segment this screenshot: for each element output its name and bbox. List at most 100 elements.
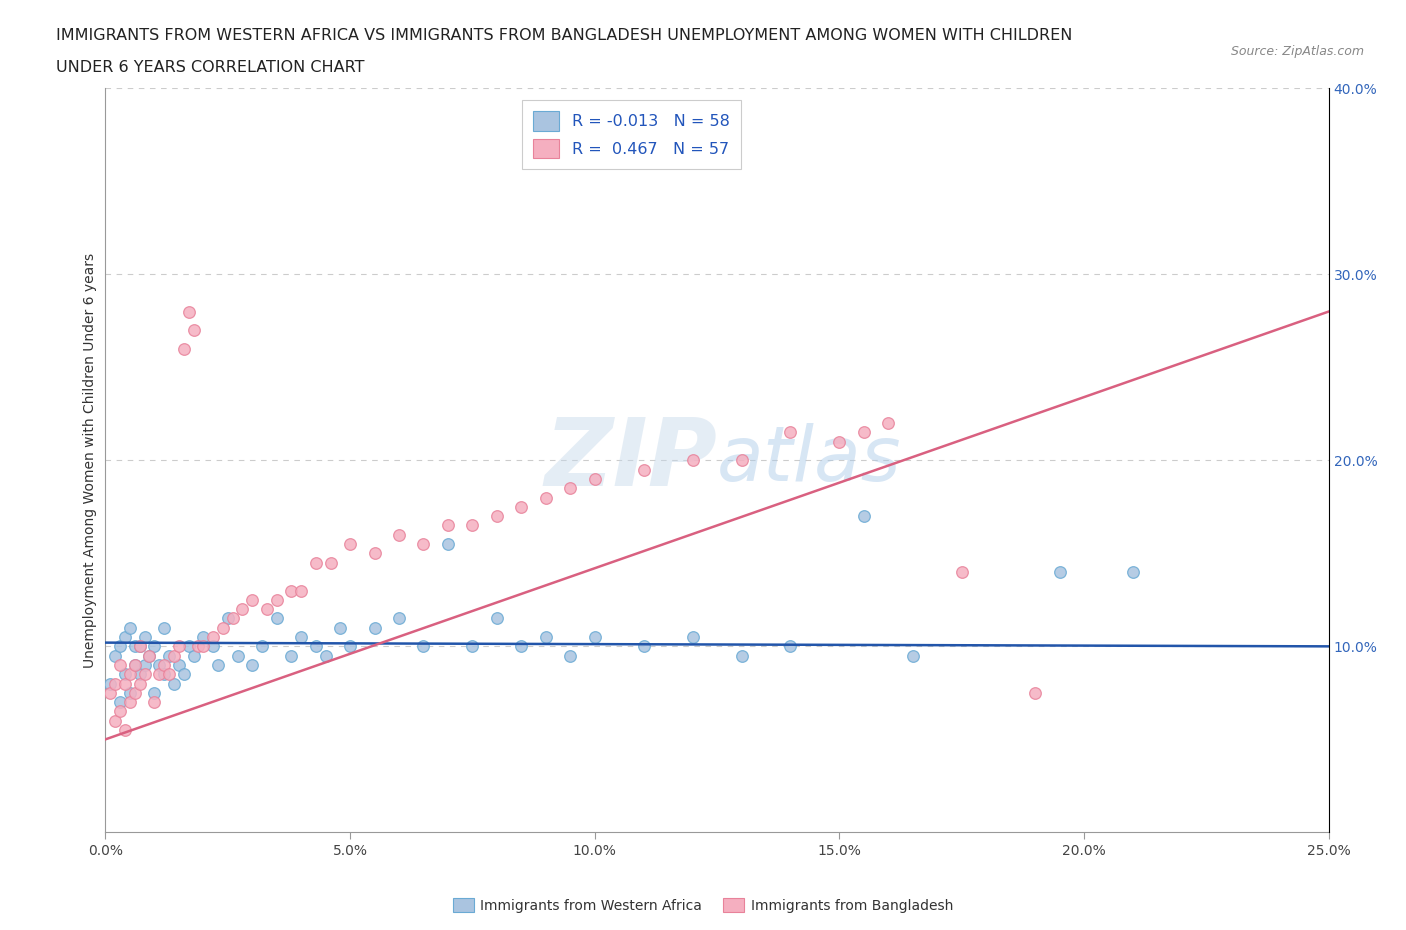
Point [163,648,186,663]
Point [583,472,606,486]
Point [485,611,508,626]
Point [730,453,752,468]
Point [315,648,337,663]
Point [290,630,312,644]
Point [212,620,235,635]
Point [173,341,195,356]
Point [114,630,136,644]
Point [134,658,156,672]
Point [280,648,302,663]
Point [290,583,312,598]
Point [114,723,136,737]
Point [560,481,582,496]
Point [437,518,460,533]
Point [388,611,411,626]
Point [108,658,131,672]
Point [187,639,209,654]
Point [177,304,200,319]
Point [118,620,141,635]
Point [329,620,352,635]
Point [104,676,127,691]
Point [388,527,411,542]
Point [108,639,131,654]
Point [852,509,875,524]
Point [256,602,278,617]
Point [173,667,195,682]
Point [128,639,150,654]
Point [217,611,239,626]
Point [730,648,752,663]
Point [124,658,146,672]
Point [231,602,253,617]
Point [1122,565,1144,579]
Point [437,537,460,551]
Point [128,667,150,682]
Point [221,611,243,626]
Point [128,676,150,691]
Y-axis label: Unemployment Among Women with Children Under 6 years: Unemployment Among Women with Children U… [83,253,97,668]
Point [510,639,533,654]
Point [339,639,361,654]
Point [240,658,263,672]
Text: ZIP: ZIP [544,415,717,506]
Point [143,639,166,654]
Point [114,667,136,682]
Point [167,658,190,672]
Point [828,434,851,449]
Point [280,583,302,598]
Point [319,555,342,570]
Point [877,416,900,431]
Point [153,620,176,635]
Point [534,630,557,644]
Point [193,630,215,644]
Point [153,667,176,682]
Point [138,648,160,663]
Point [134,630,156,644]
Point [339,537,361,551]
Point [104,713,127,728]
Point [193,639,215,654]
Text: IMMIGRANTS FROM WESTERN AFRICA VS IMMIGRANTS FROM BANGLADESH UNEMPLOYMENT AMONG : IMMIGRANTS FROM WESTERN AFRICA VS IMMIGR… [56,28,1073,43]
Point [363,546,385,561]
Point [363,620,385,635]
Point [852,425,875,440]
Point [412,537,434,551]
Point [157,667,180,682]
Point [183,648,205,663]
Point [128,639,150,654]
Point [534,490,557,505]
Legend: R = -0.013   N = 58, R =  0.467   N = 57: R = -0.013 N = 58, R = 0.467 N = 57 [522,100,741,169]
Point [108,695,131,710]
Point [240,592,263,607]
Point [124,639,146,654]
Point [1024,685,1046,700]
Point [143,695,166,710]
Point [510,499,533,514]
Point [157,648,180,663]
Point [1049,565,1071,579]
Legend: Immigrants from Western Africa, Immigrants from Bangladesh: Immigrants from Western Africa, Immigran… [447,893,959,919]
Point [461,639,484,654]
Point [98,676,121,691]
Point [104,648,127,663]
Point [250,639,273,654]
Text: Source: ZipAtlas.com: Source: ZipAtlas.com [1230,45,1364,58]
Point [167,639,190,654]
Point [118,685,141,700]
Point [305,555,328,570]
Point [633,639,655,654]
Point [124,658,146,672]
Point [266,611,288,626]
Point [682,630,704,644]
Point [779,425,801,440]
Text: UNDER 6 YEARS CORRELATION CHART: UNDER 6 YEARS CORRELATION CHART [56,60,364,75]
Point [202,630,225,644]
Point [177,639,200,654]
Point [124,685,146,700]
Point [143,685,166,700]
Point [583,630,606,644]
Point [461,518,484,533]
Point [163,676,186,691]
Point [485,509,508,524]
Point [118,695,141,710]
